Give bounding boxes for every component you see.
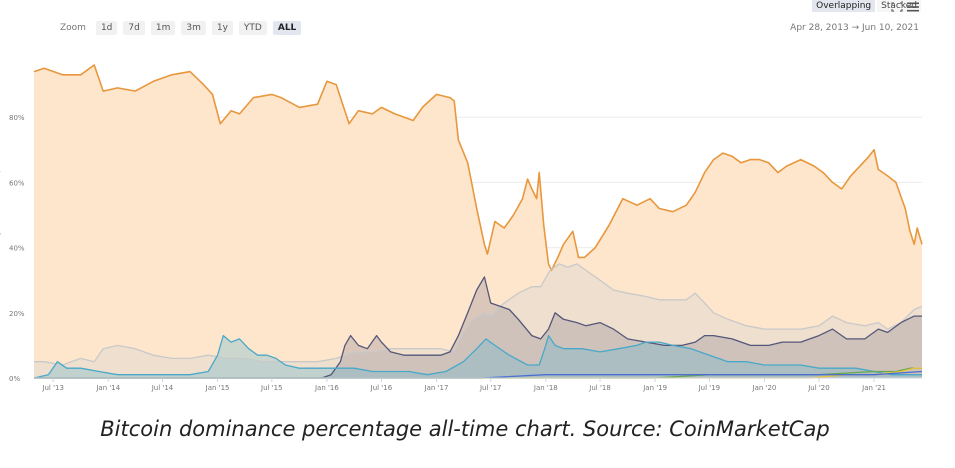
zoom-all-button[interactable]: ALL bbox=[272, 21, 302, 35]
x-tick-label: Jul '20 bbox=[807, 384, 830, 392]
series-3-area bbox=[34, 335, 922, 378]
zoom-label: Zoom bbox=[60, 23, 86, 33]
menu-icon[interactable] bbox=[907, 2, 919, 12]
x-tick-label: Jan '19 bbox=[642, 384, 667, 392]
date-range-from[interactable]: Apr 28, 2013 bbox=[790, 23, 849, 33]
date-range: Apr 28, 2013 → Jun 10, 2021 bbox=[790, 23, 919, 33]
expand-icon[interactable] bbox=[891, 2, 903, 12]
x-tick-label: Jan '17 bbox=[424, 384, 449, 392]
zoom-1m-button[interactable]: 1m bbox=[150, 21, 176, 35]
zoom-3m-button[interactable]: 3m bbox=[181, 21, 206, 35]
arrow-icon: → bbox=[851, 23, 860, 33]
x-tick-label: Jan '18 bbox=[533, 384, 558, 392]
x-tick-label: Jan '16 bbox=[314, 384, 339, 392]
overlapping-button[interactable]: Overlapping bbox=[812, 0, 876, 12]
series-1-line bbox=[34, 263, 923, 366]
y-tick-label: 0% bbox=[9, 375, 20, 383]
series-0-line bbox=[33, 64, 923, 272]
x-tick-label: Jul '13 bbox=[41, 384, 64, 392]
zoom-bar: Zoom 1d 7d 1m 3m 1y YTD ALL bbox=[60, 21, 302, 35]
y-tick-label: 40% bbox=[9, 245, 25, 253]
series-3-line bbox=[33, 334, 922, 379]
x-tick-label: Jul '14 bbox=[151, 384, 174, 392]
series-1-area bbox=[34, 263, 922, 378]
x-tick-label: Jul '16 bbox=[370, 384, 393, 392]
y-tick-label: 20% bbox=[9, 310, 25, 318]
x-tick-label: Jan '21 bbox=[861, 384, 886, 392]
y-tick-label: 60% bbox=[9, 179, 25, 187]
date-range-to[interactable]: Jun 10, 2021 bbox=[861, 23, 919, 33]
y-tick-label: 80% bbox=[9, 114, 25, 122]
zoom-1d-button[interactable]: 1d bbox=[95, 21, 118, 35]
view-mode-toggle: Overlapping Stacked bbox=[812, 0, 921, 12]
x-tick-label: Jan '15 bbox=[205, 384, 230, 392]
x-tick-label: Jul '19 bbox=[698, 384, 721, 392]
x-tick-label: Jan '14 bbox=[95, 384, 120, 392]
area-layer bbox=[34, 65, 922, 378]
line-layer bbox=[33, 64, 923, 379]
x-tick-label: Jul '18 bbox=[588, 384, 611, 392]
y-axis-label: Percentage of Total Market Cap bbox=[0, 168, 1, 262]
axis-layer: 0% 20% 40% 60% 80% Percentage of Total Market… bbox=[0, 114, 922, 392]
dominance-chart: 0% 20% 40% 60% 80% Percentage of Total Market… bbox=[0, 64, 923, 392]
x-tick-label: Jul '17 bbox=[479, 384, 502, 392]
figure-caption: Bitcoin dominance percentage all-time ch… bbox=[100, 417, 830, 441]
x-tick-label: Jul '15 bbox=[260, 384, 283, 392]
series-2-line bbox=[34, 276, 922, 379]
zoom-1y-button[interactable]: 1y bbox=[211, 21, 233, 35]
zoom-7d-button[interactable]: 7d bbox=[123, 21, 145, 35]
x-tick-label: Jan '20 bbox=[752, 384, 777, 392]
series-2-area bbox=[34, 276, 922, 378]
zoom-ytd-button[interactable]: YTD bbox=[238, 21, 267, 35]
series-0-area bbox=[34, 65, 922, 378]
